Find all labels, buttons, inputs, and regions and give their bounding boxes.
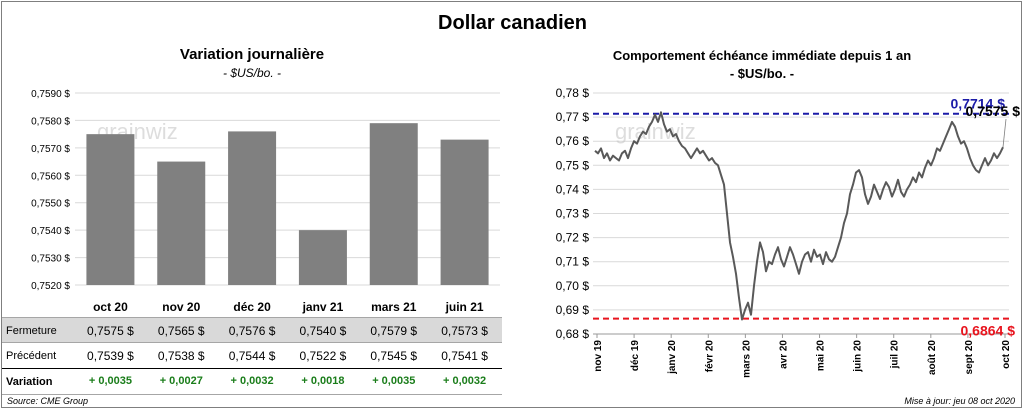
table-cell: 0,7541 $ <box>441 349 488 363</box>
bar-y-tick-label: 0,7520 $ <box>31 281 70 292</box>
table-cell: 0,7522 $ <box>299 349 347 363</box>
line-y-tick-label: 0,71 $ <box>556 255 590 269</box>
line-x-tick-label: mai 20 <box>816 340 827 372</box>
bar-y-tick-label: 0,7580 $ <box>31 116 70 127</box>
line-chart-reference-lines: 0,7714 $ 0,6864 $ <box>593 96 1015 339</box>
table-cell: 0,7573 $ <box>441 324 488 338</box>
bar-y-tick-label: 0,7590 $ <box>31 89 70 100</box>
line-x-tick-label: nov 19 <box>593 340 604 372</box>
source-note: Source: CME Group <box>7 396 89 406</box>
bar-x-tick-label: oct 20 <box>93 300 128 314</box>
table-cell: 0,7575 $ <box>87 324 134 338</box>
bar-y-tick-label: 0,7550 $ <box>31 199 70 210</box>
update-note: Mise à jour: jeu 08 oct 2020 <box>904 396 1015 406</box>
table-cell: 0,7576 $ <box>228 324 276 338</box>
bar-chart-subtitle: - $US/bo. - <box>222 66 282 80</box>
table-cell: + 0,0032 <box>230 375 274 387</box>
reference-label-high: 0,7714 $ <box>951 96 1006 112</box>
line-x-tick-label: mars 20 <box>741 340 752 378</box>
table-cell: + 0,0035 <box>88 375 132 387</box>
table-cell: 0,7545 $ <box>370 349 418 363</box>
line-x-tick-label: avr 20 <box>778 340 789 369</box>
bar <box>228 131 277 285</box>
table-cell: + 0,0035 <box>372 375 416 387</box>
table-row-fermeture: Fermeture 0,7575 $ 0,7565 $ 0,7576 $ 0,7540 … <box>2 317 502 343</box>
table-row-label: Variation <box>6 376 53 388</box>
bar-chart: 0,7520 $ 0,7530 $ 0,7540 $ 0,7550 $ 0,7560 $… <box>31 89 500 314</box>
line-chart-subtitle: - $US/bo. - <box>729 66 795 81</box>
bar-y-tick-label: 0,7570 $ <box>31 144 70 155</box>
bar <box>157 161 206 285</box>
price-series-line <box>594 111 1004 321</box>
bar-y-tick-label: 0,7530 $ <box>31 254 70 265</box>
table-cell: + 0,0027 <box>159 375 203 387</box>
line-y-tick-label: 0,68 $ <box>556 327 590 341</box>
bar-chart-x-axis: oct 20 nov 20 déc 20 janv 21 mars 21 juin 21 <box>93 300 484 314</box>
table-cell: 0,7538 $ <box>157 349 205 363</box>
line-chart-grid <box>593 92 1009 335</box>
table-row-label: Fermeture <box>6 325 57 337</box>
line-y-tick-label: 0,73 $ <box>556 207 590 221</box>
line-y-tick-label: 0,72 $ <box>556 231 590 245</box>
bar-x-tick-label: déc 20 <box>233 300 271 314</box>
table-row-precedent: Précédent 0,7539 $ 0,7538 $ 0,7544 $ 0,7522 … <box>2 343 502 369</box>
bar-chart-title: Variation journalière <box>179 46 325 63</box>
table-cell: 0,7540 $ <box>299 324 347 338</box>
last-value-label: 0,7575 $ <box>966 103 1021 119</box>
bar <box>86 134 135 285</box>
bar-chart-grid <box>75 92 500 286</box>
line-y-tick-label: 0,70 $ <box>556 279 590 293</box>
line-y-tick-label: 0,74 $ <box>556 182 590 196</box>
line-x-tick-label: juin 20 <box>853 340 864 373</box>
line-y-tick-label: 0,75 $ <box>556 158 590 172</box>
line-y-tick-label: 0,76 $ <box>556 134 590 148</box>
page-title: Dollar canadien <box>438 12 587 34</box>
line-x-tick-label: août 20 <box>927 340 938 375</box>
line-chart-y-axis: 0,68 $ 0,69 $ 0,70 $ 0,71 $ 0,72 $ 0,73 $ 0,74… <box>556 86 590 341</box>
line-x-tick-label: janv 20 <box>667 340 678 375</box>
bar <box>440 139 489 285</box>
line-x-tick-label: déc 19 <box>630 340 641 372</box>
table-cell: + 0,0018 <box>301 375 345 387</box>
bar-chart-y-axis: 0,7520 $ 0,7530 $ 0,7540 $ 0,7550 $ 0,7560 $… <box>31 89 70 292</box>
bar-chart-bars <box>86 123 489 286</box>
table-cell: 0,7539 $ <box>87 349 134 363</box>
line-chart-series: 0,7575 $ <box>594 103 1021 321</box>
bar <box>298 230 347 285</box>
bar-x-tick-label: nov 20 <box>162 300 200 314</box>
table-row-variation: Variation + 0,0035 + 0,0027 + 0,0032 + 0,001… <box>2 369 502 395</box>
table-cell: 0,7579 $ <box>370 324 418 338</box>
line-x-tick-label: oct 20 <box>1001 340 1012 369</box>
table-cell: + 0,0032 <box>443 375 487 387</box>
table-row-label: Précédent <box>6 350 57 362</box>
line-chart-x-axis: nov 19 déc 19 janv 20 févr 20 mars 20 avr 20 m… <box>593 333 1012 378</box>
line-x-tick-label: sept 20 <box>964 340 975 375</box>
line-chart-watermark: grainwiz <box>615 119 696 144</box>
line-y-tick-label: 0,69 $ <box>556 303 590 317</box>
bar-x-tick-label: janv 21 <box>302 300 344 314</box>
reference-label-low: 0,6864 $ <box>961 323 1016 339</box>
bar-y-tick-label: 0,7540 $ <box>31 226 70 237</box>
bar-x-tick-label: mars 21 <box>371 300 417 314</box>
bar-y-tick-label: 0,7560 $ <box>31 171 70 182</box>
last-value-leader <box>1002 118 1007 148</box>
table-cell: 0,7544 $ <box>228 349 276 363</box>
bar <box>369 123 418 286</box>
line-chart-title: Comportement échéance immédiate depuis 1… <box>612 48 912 63</box>
bar-x-tick-label: juin 21 <box>445 300 484 314</box>
line-x-tick-label: févr 20 <box>704 340 715 373</box>
table-cell: 0,7565 $ <box>157 324 205 338</box>
line-y-tick-label: 0,77 $ <box>556 110 590 124</box>
line-y-tick-label: 0,78 $ <box>556 86 590 100</box>
line-x-tick-label: juil 20 <box>890 340 901 370</box>
